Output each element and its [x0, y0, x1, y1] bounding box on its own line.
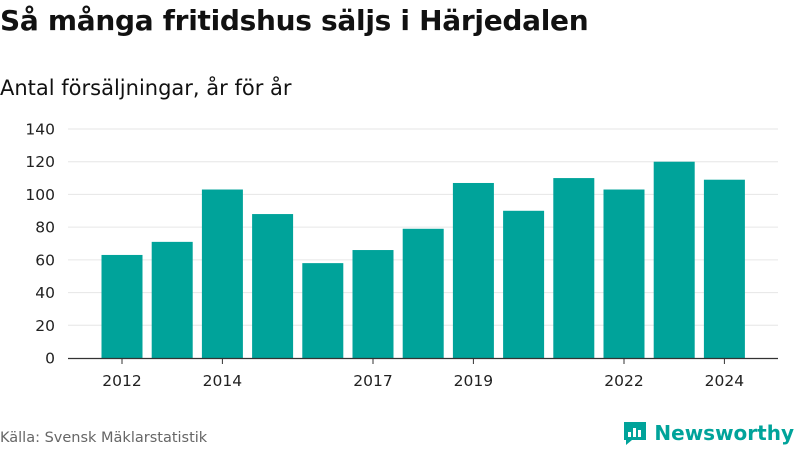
- y-tick-label: 140: [25, 121, 55, 139]
- y-tick-label: 0: [45, 350, 55, 368]
- chart-subtitle: Antal försäljningar, år för år: [0, 76, 292, 100]
- bar: [252, 214, 294, 358]
- bar: [703, 179, 745, 358]
- y-tick-label: 120: [25, 153, 55, 171]
- bar: [603, 189, 645, 358]
- y-tick-label: 60: [35, 251, 55, 269]
- bar: [553, 178, 595, 358]
- source-note: Källa: Svensk Mäklarstatistik: [0, 430, 208, 446]
- chart-title: Så många fritidshus säljs i Härjedalen: [0, 4, 589, 37]
- y-tick-label: 20: [35, 317, 55, 335]
- bar: [653, 161, 695, 358]
- bar: [101, 254, 143, 358]
- x-tick-label: 2014: [203, 372, 242, 390]
- bar: [201, 189, 243, 358]
- y-tick-label: 100: [25, 186, 55, 204]
- bar: [402, 228, 444, 358]
- x-tick-label: 2024: [705, 372, 744, 390]
- bar: [151, 241, 193, 358]
- brand-name: Newsworthy: [654, 421, 794, 445]
- bar: [302, 263, 344, 358]
- x-tick-label: 2022: [604, 372, 643, 390]
- bar: [352, 250, 394, 358]
- bar: [452, 182, 494, 358]
- y-tick-label: 40: [35, 284, 55, 302]
- x-tick-label: 2019: [454, 372, 493, 390]
- bar: [503, 210, 545, 358]
- x-tick-label: 2012: [102, 372, 141, 390]
- y-tick-label: 80: [35, 219, 55, 237]
- x-tick-label: 2017: [353, 372, 392, 390]
- brand-logo: Newsworthy: [622, 420, 794, 446]
- newsworthy-logo-icon: [624, 422, 647, 445]
